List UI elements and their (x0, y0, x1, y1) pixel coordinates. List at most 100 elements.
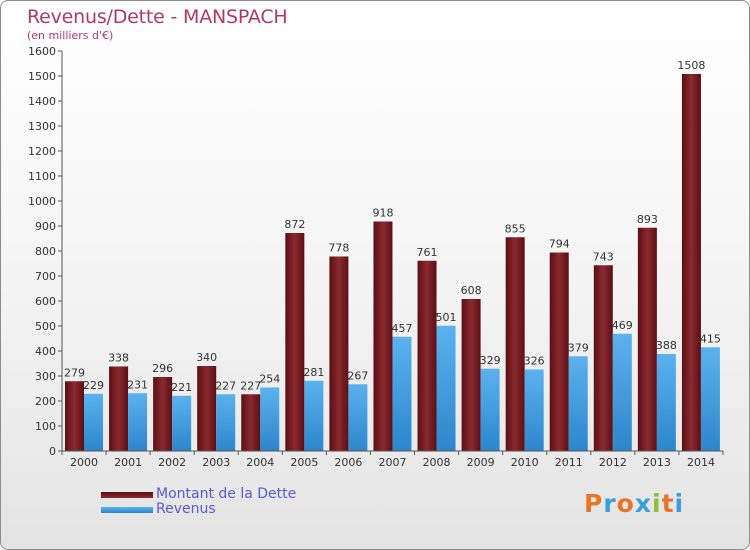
y-tick-label: 800 (35, 245, 56, 258)
x-tick-label: 2006 (334, 456, 362, 469)
bar-revenus (656, 354, 676, 451)
logo-letter: i (652, 489, 662, 518)
x-tick-label: 2002 (158, 456, 186, 469)
bar-dette (549, 252, 569, 451)
y-tick-label: 100 (35, 420, 56, 433)
bar-revenus (392, 336, 412, 451)
y-tick-label: 1400 (28, 95, 56, 108)
bar-dette (461, 299, 481, 451)
y-tick-label: 0 (49, 445, 56, 458)
logo-letter: i (674, 489, 685, 518)
data-label-dette: 1508 (677, 59, 705, 72)
data-label-revenus: 267 (347, 369, 368, 382)
legend-swatch-dette (101, 492, 153, 498)
y-tick-label: 500 (35, 320, 56, 333)
logo-letter: P (584, 489, 604, 518)
x-tick-label: 2014 (687, 456, 715, 469)
x-tick-label: 2003 (202, 456, 230, 469)
data-label-revenus: 457 (391, 322, 412, 335)
data-label-revenus: 281 (303, 366, 324, 379)
x-tick-label: 2000 (70, 456, 98, 469)
bar-dette (329, 256, 349, 451)
data-label-dette: 872 (284, 218, 305, 231)
x-tick-label: 2013 (643, 456, 671, 469)
bar-dette (417, 260, 437, 451)
bar-dette (197, 366, 217, 451)
logo-letter: t (661, 489, 675, 518)
data-label-revenus: 254 (259, 373, 280, 386)
x-tick-label: 2001 (114, 456, 142, 469)
data-label-dette: 794 (549, 238, 570, 251)
data-label-revenus: 329 (480, 354, 501, 367)
y-tick-label: 700 (35, 270, 56, 283)
x-tick-label: 2011 (555, 456, 583, 469)
data-label-revenus: 227 (215, 379, 236, 392)
y-tick-label: 1200 (28, 145, 56, 158)
y-tick-label: 1600 (28, 45, 56, 58)
x-tick-label: 2009 (467, 456, 495, 469)
x-axis: 2000 2001 2002 2003 2004 2005 2006 2007 2008 2009… (61, 450, 724, 469)
bar-dette (505, 237, 525, 451)
data-label-revenus: 379 (568, 341, 589, 354)
legend-swatch-revenus (101, 507, 153, 513)
data-label-dette: 778 (328, 242, 349, 255)
data-label-revenus: 221 (171, 381, 192, 394)
bar-dette (109, 366, 129, 451)
logo-letter: r (603, 489, 617, 518)
bar-revenus (480, 368, 500, 451)
data-label-revenus: 229 (83, 379, 104, 392)
bar-dette (153, 377, 173, 451)
data-label-dette: 918 (372, 207, 393, 220)
bar-revenus (524, 369, 544, 451)
data-label-dette: 893 (637, 213, 658, 226)
data-label-dette: 279 (64, 366, 85, 379)
data-label-dette: 855 (505, 222, 526, 235)
data-label-revenus: 501 (436, 311, 457, 324)
data-label-revenus: 469 (612, 319, 633, 332)
y-tick-label: 1300 (28, 120, 56, 133)
bar-dette (681, 74, 701, 451)
x-tick-label: 2012 (599, 456, 627, 469)
bar-revenus (612, 333, 632, 451)
bar-revenus (348, 384, 368, 451)
bar-revenus (700, 347, 720, 451)
x-tick-label: 2010 (511, 456, 539, 469)
data-label-dette: 296 (152, 362, 173, 375)
bar-dette (285, 233, 305, 451)
logo-letter: x (634, 489, 652, 518)
data-label-dette: 761 (417, 246, 438, 259)
bar-dette (241, 394, 261, 451)
bar-revenus (304, 380, 324, 451)
data-label-revenus: 388 (656, 339, 677, 352)
bar-revenus (128, 393, 148, 451)
x-tick-label: 2008 (423, 456, 451, 469)
bar-revenus (436, 325, 456, 451)
data-label-dette: 340 (196, 351, 217, 364)
y-tick-label: 1100 (28, 170, 56, 183)
proxiti-logo: Proxiti (584, 489, 684, 518)
y-tick-label: 200 (35, 395, 56, 408)
data-label-dette: 743 (593, 250, 614, 263)
logo-letter: o (616, 489, 635, 518)
bar-revenus (260, 387, 280, 451)
data-label-dette: 608 (461, 284, 482, 297)
data-label-dette: 338 (108, 352, 129, 365)
x-tick-label: 2005 (290, 456, 318, 469)
bar-revenus (172, 395, 192, 451)
y-tick-label: 300 (35, 370, 56, 383)
bar-dette (593, 265, 613, 451)
bar-dette (65, 381, 84, 451)
y-tick-label: 400 (35, 345, 56, 358)
y-tick-label: 900 (35, 220, 56, 233)
data-label-revenus: 415 (700, 332, 721, 345)
legend-label-revenus: Revenus (156, 501, 216, 517)
data-label-dette: 227 (240, 379, 261, 392)
bar-dette (637, 227, 657, 451)
chart-title: Revenus/Dette - MANSPACH (27, 6, 288, 28)
bar-revenus (216, 394, 236, 451)
data-label-revenus: 231 (127, 378, 148, 391)
legend-label-dette: Montant de la Dette (156, 486, 297, 502)
